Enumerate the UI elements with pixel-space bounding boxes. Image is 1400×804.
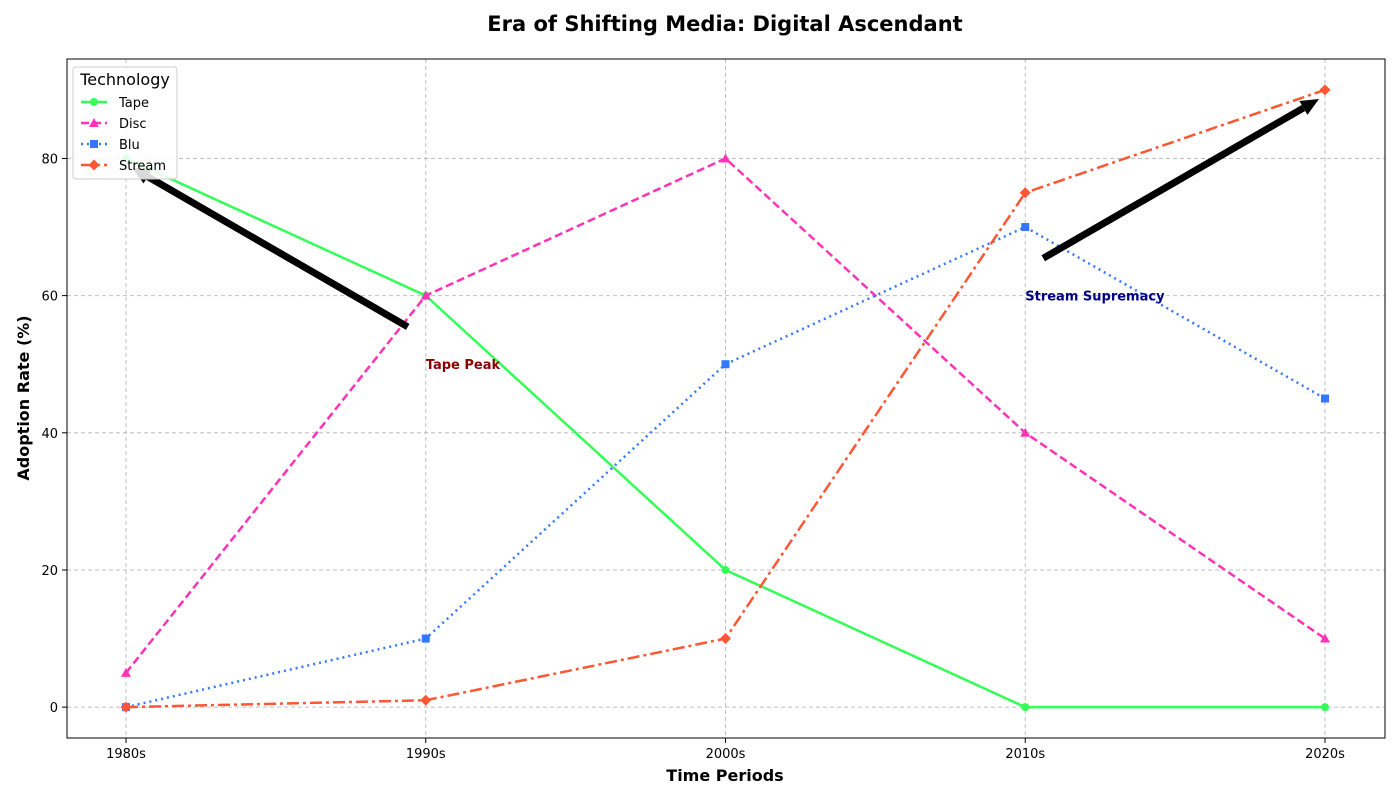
annotation-label: Tape Peak [426, 358, 501, 373]
data-point-disc [121, 667, 131, 677]
y-tick-label: 60 [41, 290, 58, 305]
annotation-arrow-line [1041, 104, 1306, 262]
data-point-stream [720, 633, 731, 645]
legend-item-disc: Disc [81, 117, 147, 132]
legend-label: Stream [119, 159, 166, 174]
x-axis-label: Time Periods [666, 766, 783, 785]
legend-item-tape: Tape [81, 96, 149, 111]
data-point-stream [1019, 187, 1031, 199]
legend-label: Disc [119, 117, 147, 132]
y-tick-label: 80 [41, 152, 58, 167]
data-point-blu [1321, 394, 1329, 403]
legend-box [72, 66, 178, 180]
annotations: Tape Peak Stream Supremacy [131, 98, 1320, 373]
legend-item-stream: Stream [81, 159, 166, 174]
data-point-disc [1020, 427, 1031, 437]
y-tick-label: 40 [41, 427, 58, 442]
data-point-disc [720, 153, 731, 163]
data-point-stream [420, 694, 432, 706]
x-tick-label: 2020s [1305, 747, 1345, 762]
legend-label: Blu [119, 138, 140, 153]
legend-item-blu: Blu [81, 138, 140, 153]
data-point-blu [721, 360, 730, 369]
data-point-tape [1321, 703, 1329, 712]
data-point-tape [1021, 703, 1030, 712]
annotation-arrow-head [1299, 98, 1320, 115]
legend-marker [90, 98, 98, 106]
x-tick-label: 1990s [406, 747, 446, 762]
legend-label: Tape [118, 96, 149, 111]
series-stream [120, 84, 1331, 713]
series-line-blu [125, 225, 1326, 709]
axis-ticks: 1980s 1990s 2000s 2010s 2020s 0 20 40 60 80 [41, 152, 1345, 762]
chart-title: Era of Shifting Media: Digital Ascendant [487, 12, 962, 36]
data-point-stream [1319, 84, 1331, 96]
legend-marker [88, 159, 100, 171]
annotation-arrow-line [145, 173, 410, 330]
data-point-disc [1320, 633, 1330, 643]
x-tick-label: 1980s [106, 747, 146, 762]
x-tick-label: 2010s [1005, 747, 1045, 762]
data-point-blu [421, 634, 430, 643]
series-lines [120, 84, 1331, 713]
y-axis-label: Adoption Rate (%) [14, 315, 33, 480]
annotation-label: Stream Supremacy [1025, 290, 1165, 305]
legend-title: Technology [79, 70, 170, 89]
series-disc [121, 153, 1330, 677]
data-point-stream [120, 701, 132, 713]
legend-marker [89, 118, 99, 127]
data-point-disc [420, 290, 431, 300]
legend: Technology Tape Disc Blu Stream [72, 66, 178, 180]
y-tick-label: 20 [41, 564, 58, 579]
x-tick-label: 2000s [706, 747, 746, 762]
data-point-tape [721, 565, 730, 574]
y-tick-label: 0 [50, 701, 58, 716]
legend-marker [90, 140, 98, 148]
data-point-blu [1021, 223, 1030, 232]
